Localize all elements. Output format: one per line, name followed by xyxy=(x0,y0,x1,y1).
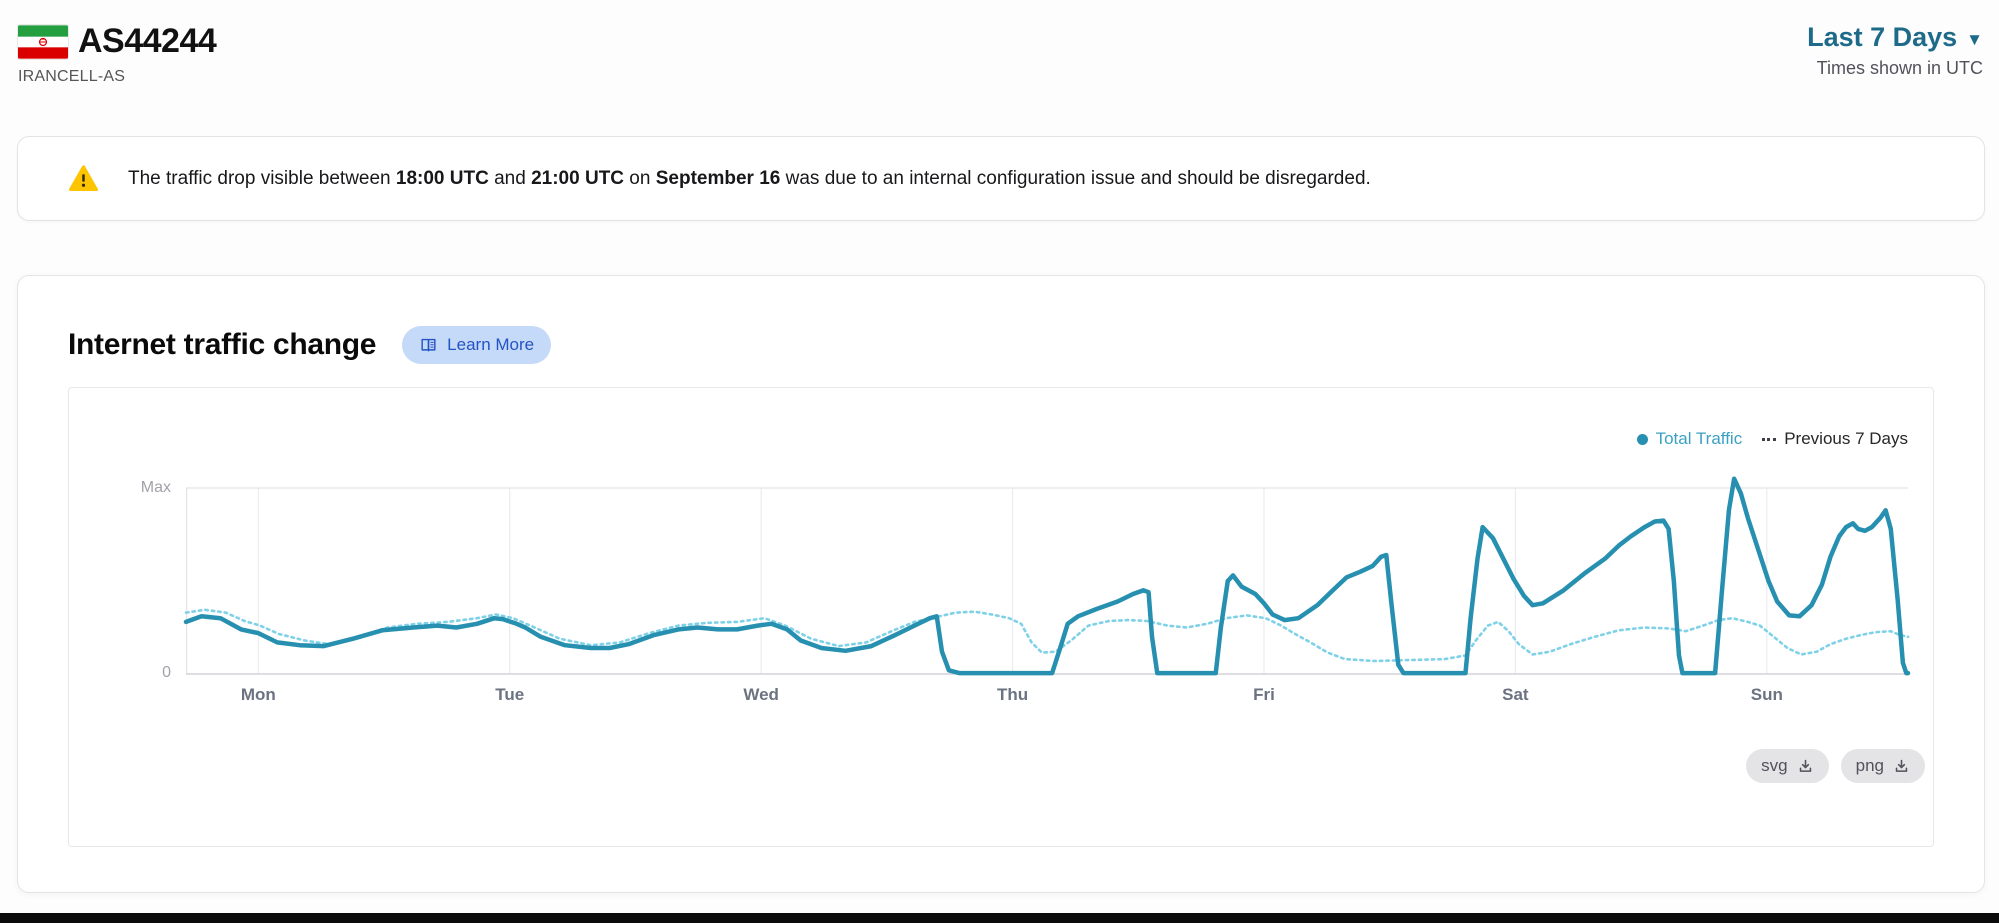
download-icon xyxy=(1895,759,1908,772)
legend-item-previous-7-days[interactable]: Previous 7 Days xyxy=(1762,429,1908,449)
download-buttons: svg png xyxy=(94,749,1925,783)
iran-flag-icon xyxy=(18,24,68,59)
chevron-down-icon: ▼ xyxy=(1966,29,1983,49)
asn-title: AS44244 xyxy=(78,22,217,60)
download-svg-label: svg xyxy=(1761,756,1788,775)
notice-segment: on xyxy=(624,167,656,189)
notice-text: The traffic drop visible between 18:00 U… xyxy=(128,168,1371,190)
notice-highlight: 18:00 UTC xyxy=(395,167,489,189)
x-axis-label-tue: Tue xyxy=(495,685,525,704)
download-png-button[interactable]: png xyxy=(1840,749,1925,783)
learn-more-label: Learn More xyxy=(447,335,535,354)
legend-previous-label: Previous 7 Days xyxy=(1784,429,1908,448)
time-range-block: Last 7 Days ▼ Times shown in UTC xyxy=(1807,22,1983,79)
card-title: Internet traffic change xyxy=(68,328,377,361)
notice-segment: and xyxy=(488,167,532,189)
total-traffic-line xyxy=(186,479,1908,673)
y-axis-max-label: Max xyxy=(140,479,171,496)
y-axis-zero-label: 0 xyxy=(162,664,171,681)
x-axis-label-fri: Fri xyxy=(1253,685,1275,704)
learn-more-button[interactable]: Learn More xyxy=(402,326,552,364)
asn-org-name: IRANCELL-AS xyxy=(18,68,126,85)
traffic-change-card: Internet traffic change Learn More Total… xyxy=(17,275,1985,893)
x-axis-label-mon: Mon xyxy=(240,685,276,704)
download-icon xyxy=(1799,759,1811,772)
time-range-label: Last 7 Days xyxy=(1807,22,1958,52)
chart-plot: Max 0 Mon Tue Wed Thu Fri Sat Sun xyxy=(141,476,1908,704)
notice-segment: The traffic drop visible between xyxy=(128,167,396,189)
book-icon xyxy=(421,338,436,351)
page-header: AS44244 IRANCELL-AS Last 7 Days ▼ Times … xyxy=(17,20,1985,86)
notice-highlight: September 16 xyxy=(655,167,781,189)
legend-dotted-line-icon xyxy=(1762,437,1777,441)
timezone-note: Times shown in UTC xyxy=(1816,58,1983,78)
notice-highlight: 21:00 UTC xyxy=(531,167,625,189)
notice-segment: was due to an internal configuration iss… xyxy=(780,167,1371,189)
card-header: Internet traffic change Learn More xyxy=(68,326,1934,364)
legend-total-traffic-label: Total Traffic xyxy=(1655,429,1743,448)
radar-asn-page: AS44244 IRANCELL-AS Last 7 Days ▼ Times … xyxy=(17,20,1985,893)
download-svg-button[interactable]: svg xyxy=(1746,749,1829,783)
chart-panel: Total Traffic Previous 7 Days Max 0 Mon T… xyxy=(68,387,1934,847)
time-range-dropdown[interactable]: Last 7 Days ▼ xyxy=(1807,22,1983,53)
window-bottom-edge xyxy=(0,913,1999,923)
download-png-label: png xyxy=(1855,756,1884,775)
previous-7-days-line xyxy=(186,610,1908,661)
x-axis-label-wed: Wed xyxy=(743,685,779,704)
x-axis-label-thu: Thu xyxy=(996,685,1029,704)
traffic-line-chart xyxy=(186,476,1908,676)
warning-icon xyxy=(69,165,98,192)
x-axis-label-sun: Sun xyxy=(1750,685,1783,704)
x-axis-label-sat: Sat xyxy=(1502,685,1529,704)
asn-identity: AS44244 IRANCELL-AS xyxy=(18,22,217,86)
notice-banner: The traffic drop visible between 18:00 U… xyxy=(17,136,1985,221)
x-axis-labels: Mon Tue Wed Thu Fri Sat Sun xyxy=(186,685,1908,711)
chart-legend: Total Traffic Previous 7 Days xyxy=(94,428,1908,450)
legend-item-total-traffic[interactable]: Total Traffic xyxy=(1636,429,1743,449)
legend-dot-icon xyxy=(1636,433,1648,445)
